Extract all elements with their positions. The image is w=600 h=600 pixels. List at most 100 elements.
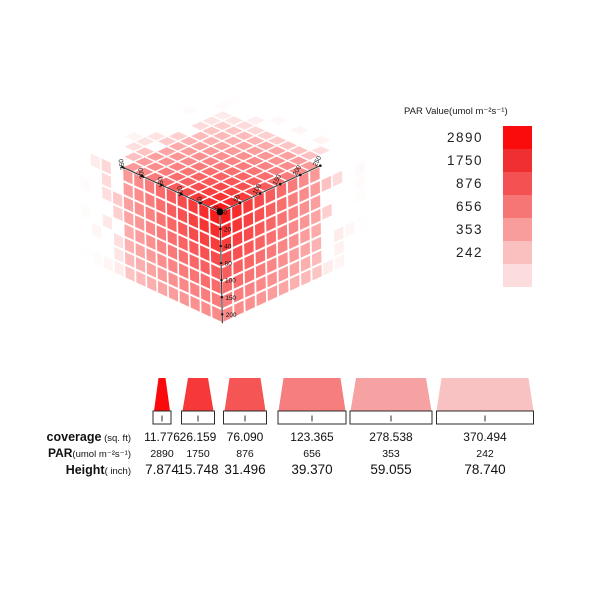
cube-tile-left-face: [145, 192, 155, 209]
cube-tile-top-face: [245, 146, 264, 156]
left-axis-tick: [140, 174, 144, 178]
cube-tile-top-face: [211, 192, 230, 201]
cube-tile-left-face: [157, 239, 167, 255]
legend-title: PAR Value(umol m⁻²s⁻¹): [404, 106, 508, 117]
cube-tile-left-face: [188, 226, 199, 243]
cube-tile-left-face: [134, 173, 144, 190]
cube-tile-top-face: [145, 172, 165, 182]
cube-tile-left-face: [189, 268, 200, 284]
cube-tile-top-face: [157, 167, 176, 176]
row-label-height: Height( inch): [66, 463, 131, 477]
cube-tile-left-face: [177, 193, 187, 210]
cube-tile-right-face: [221, 250, 232, 267]
legend-body: 2890 1750 876 656 353 242: [404, 126, 544, 287]
cube-tile-top-face: [224, 126, 243, 135]
cube-tile-right-face: [287, 177, 298, 194]
row-label-par: PAR(umol m⁻²s⁻¹): [48, 446, 131, 460]
cube-tile-left-face: [101, 172, 112, 189]
cube-tile-top-face: [213, 111, 233, 120]
vertical-axis-tick-label: 0: [224, 210, 228, 217]
cube-tile-right-face: [311, 250, 322, 267]
cube-tile-left-face: [80, 176, 90, 193]
right-axis-tick-label: 0: [213, 204, 221, 211]
cube-tile-right-face: [233, 286, 244, 303]
cube-tile-top-face: [300, 161, 319, 170]
cube-tile-right-face: [299, 172, 309, 189]
cube-tile-left-face: [178, 249, 189, 265]
cube-tile-top-face: [146, 162, 165, 171]
cube-tile-top-face: [245, 166, 264, 176]
cube-tile-left-face: [157, 253, 167, 269]
height-value: 59.055: [370, 462, 411, 477]
cube-tile-top-face: [246, 126, 265, 135]
coverage-value: 278.538: [369, 430, 413, 444]
cube-tile-left-face: [92, 223, 102, 239]
cube-tile-top-face: [135, 167, 154, 177]
cube-tile-right-face: [222, 277, 232, 294]
cube-tile-top-face: [223, 136, 243, 146]
cube-tile-right-face: [277, 210, 287, 227]
cube-tile-right-face: [276, 182, 287, 199]
legend-values: 2890 1750 876 656 353 242: [404, 126, 483, 264]
vertical-axis-tick: [219, 244, 222, 248]
cube-tile-top-face: [289, 166, 308, 176]
right-axis-tick: [278, 182, 282, 186]
cube-tile-top-face: [124, 152, 143, 161]
cube-tile-left-face: [199, 231, 210, 248]
cube-tile-left-face: [200, 273, 211, 289]
cube-tile-left-face: [211, 291, 222, 308]
cube-tile-right-face: [256, 290, 267, 307]
cube-tile-left-face: [188, 198, 198, 215]
cube-tile-right-face: [223, 305, 233, 322]
legend-value: 242: [455, 245, 483, 260]
cube-tile-right-face: [289, 233, 299, 250]
coverage-value: 26.159: [180, 430, 217, 444]
cube-tile-top-face: [300, 151, 319, 160]
cube-tile-left-face: [136, 270, 146, 287]
cube-tile-right-face: [345, 221, 355, 238]
cube-tile-left-face: [135, 256, 146, 273]
right-axis-tick-label: 250: [312, 155, 323, 168]
cube-tile-top-face: [210, 202, 230, 212]
cube-tile-right-face: [278, 252, 288, 269]
coverage-value: 76.090: [227, 430, 264, 444]
legend-swatch: [503, 149, 532, 172]
cube-tile-left-face: [167, 244, 178, 260]
cube-tile-top-face: [212, 141, 232, 151]
cube-tile-top-face: [124, 162, 143, 172]
coverage-value: 370.494: [463, 430, 507, 444]
height-value: 7.874: [145, 462, 179, 477]
vertical-axis: [219, 211, 223, 324]
cube-tile-top-face: [201, 136, 221, 146]
cube-tile-left-face: [124, 224, 134, 240]
cube-tile-right-face: [255, 220, 265, 237]
cube-tile-left-face: [199, 203, 209, 220]
coverage-trapezoid: [436, 378, 534, 411]
cube-tile-right-face: [334, 254, 345, 271]
cube-tile-left-face: [168, 258, 178, 274]
legend-colorbar: [503, 126, 532, 287]
cube-tile-right-face: [301, 269, 311, 286]
cube-tile-right-face: [300, 241, 311, 258]
cube-tile-top-face: [255, 182, 274, 191]
cube-tile-top-face: [191, 121, 210, 131]
cube-tile-left-face: [201, 300, 211, 317]
cube-tile-top-face: [169, 131, 188, 141]
cube-tile-left-face: [155, 183, 166, 200]
cube-tile-left-face: [201, 286, 211, 303]
vertical-axis-tick: [220, 296, 224, 299]
cube-tile-left-face: [200, 245, 210, 262]
cube-tile-right-face: [311, 208, 321, 225]
cube-tile-right-face: [311, 222, 321, 239]
left-axis-tick: [160, 183, 163, 187]
vertical-axis-tick: [219, 261, 223, 265]
cube-tile-top-face: [278, 141, 298, 150]
cube-tile-top-face: [234, 151, 253, 161]
cube-tile-right-face: [245, 295, 255, 312]
cube-tile-left-face: [125, 265, 135, 282]
left-axis-tick-label: 50: [196, 196, 204, 205]
cube-tile-top-face: [234, 161, 253, 171]
cube-tile-right-face: [300, 255, 311, 272]
vertical-axis-tick: [219, 227, 222, 231]
